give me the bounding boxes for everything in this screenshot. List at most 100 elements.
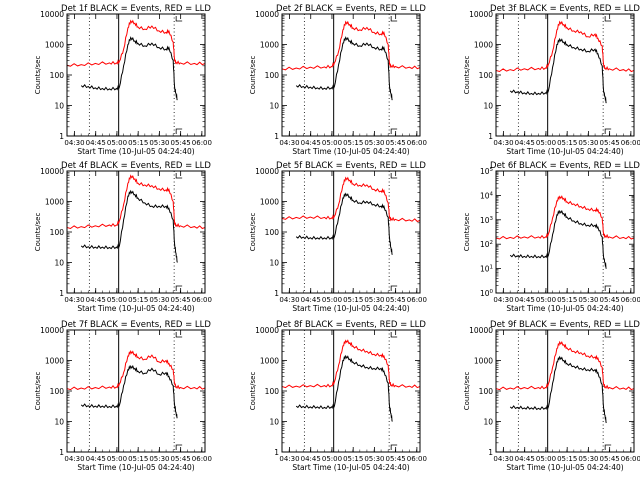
- y-tick-label: 1: [274, 289, 279, 298]
- x-tick-label: 05:30: [364, 139, 384, 147]
- y-tick-label: 100: [265, 387, 280, 396]
- y-tick-label: 10: [483, 418, 493, 427]
- y-tick-label: 100: [50, 71, 65, 80]
- x-tick-label: 05:15: [557, 455, 577, 463]
- x-axis-label: Start Time (10-Jul-05 04:24:40): [77, 147, 194, 156]
- y-tick-label: 1000: [474, 41, 493, 50]
- y-tick-label: 100: [479, 387, 494, 396]
- corner-marker: [604, 16, 612, 22]
- x-tick-label: 04:30: [279, 139, 299, 147]
- plot-frame: [281, 170, 421, 294]
- y-tick-label: 10: [269, 259, 279, 268]
- chart-panel-5: Det 5f BLACK = Events, RED = LLD 1 10 100 10…: [249, 161, 427, 313]
- x-tick-label: 04:45: [86, 455, 106, 463]
- series-lld-line: [496, 195, 634, 240]
- series-events-line: [509, 37, 607, 104]
- x-tick-label: 05:45: [600, 296, 620, 304]
- y-tick-label: 10: [269, 418, 279, 427]
- y-tick-label: 10: [269, 102, 279, 111]
- chart-title: Det 5f BLACK = Events, RED = LLD: [276, 161, 426, 171]
- y-tick-label: 100: [265, 228, 280, 237]
- plot-frame: [281, 329, 421, 453]
- x-tick-label: 04:30: [279, 455, 299, 463]
- x-tick-label: 04:45: [515, 455, 535, 463]
- chart-title: Det 1f BLACK = Events, RED = LLD: [61, 4, 211, 14]
- chart-panel-4: Det 4f BLACK = Events, RED = LLD 1 10 100 10…: [34, 161, 212, 313]
- x-tick-label: 04:45: [301, 139, 321, 147]
- x-tick-label: 05:15: [343, 296, 363, 304]
- x-tick-label: 04:30: [493, 455, 513, 463]
- x-axis-label: Start Time (10-Jul-05 04:24:40): [292, 304, 409, 313]
- x-tick-label: 04:45: [86, 296, 106, 304]
- y-tick-label: 10000: [469, 326, 493, 335]
- x-tick-label: 05:15: [128, 296, 148, 304]
- series-lld-line: [282, 20, 420, 71]
- chart-panel-7: Det 7f BLACK = Events, RED = LLD 1 10 100 10…: [34, 320, 212, 472]
- x-tick-label: 05:45: [386, 455, 406, 463]
- series-events-line: [509, 209, 607, 269]
- x-tick-label: 04:45: [301, 296, 321, 304]
- series-lld-line: [67, 19, 205, 67]
- plot-area: [496, 330, 634, 452]
- corner-marker: [175, 128, 183, 134]
- y-tick-label: 10000: [40, 167, 64, 176]
- y-tick-label: 1: [59, 289, 64, 298]
- y-tick-label: 1000: [474, 357, 493, 366]
- x-tick-label: 04:30: [64, 139, 84, 147]
- corner-marker: [604, 285, 612, 291]
- y-tick-label: 1: [59, 132, 64, 141]
- series-lld-line: [282, 339, 420, 389]
- y-tick-label: 100: [479, 71, 494, 80]
- series-lld-line: [496, 340, 634, 391]
- y-tick-label: 10000: [469, 10, 493, 19]
- y-tick-label: 1: [488, 448, 493, 457]
- x-tick-label: 04:45: [301, 455, 321, 463]
- series-lld-line: [496, 20, 634, 73]
- y-axis-label: Counts/sec: [463, 372, 471, 411]
- plot-area: [67, 171, 205, 293]
- y-tick-label: 10000: [255, 10, 279, 19]
- x-tick-label: 06:00: [621, 139, 640, 147]
- x-tick-label: 05:30: [149, 139, 169, 147]
- x-tick-label: 04:30: [64, 296, 84, 304]
- y-tick-label: 100: [50, 228, 65, 237]
- x-tick-label: 05:00: [536, 296, 556, 304]
- y-axis-label: Counts/sec: [34, 372, 42, 411]
- series-lld-line: [282, 176, 420, 223]
- x-tick-label: 06:00: [621, 455, 640, 463]
- chart-panel-8: Det 8f BLACK = Events, RED = LLD 1 10 100 10…: [249, 320, 427, 472]
- plot-area: [496, 14, 634, 136]
- x-tick-label: 05:00: [536, 139, 556, 147]
- y-axis-label: Counts/sec: [249, 372, 257, 411]
- y-tick-label: 102: [480, 240, 493, 249]
- plot-area: [282, 14, 420, 136]
- x-tick-label: 05:00: [107, 455, 127, 463]
- y-tick-label: 1000: [45, 357, 64, 366]
- x-axis-label: Start Time (10-Jul-05 04:24:40): [292, 463, 409, 472]
- x-tick-label: 05:45: [386, 139, 406, 147]
- x-tick-label: 05:15: [343, 455, 363, 463]
- corner-marker: [175, 444, 183, 450]
- chart-panel-6: Det 6f BLACK = Events, RED = LLD 100 101 10…: [463, 161, 640, 313]
- corner-marker: [175, 285, 183, 291]
- plot-frame: [495, 13, 635, 137]
- y-tick-label: 1: [59, 448, 64, 457]
- y-tick-label: 101: [480, 265, 493, 274]
- y-axis-label: Counts/sec: [249, 56, 257, 95]
- chart-title: Det 6f BLACK = Events, RED = LLD: [490, 161, 640, 171]
- plot-area: [282, 171, 420, 293]
- x-axis-label: Start Time (10-Jul-05 04:24:40): [77, 304, 194, 313]
- y-tick-label: 1000: [260, 41, 279, 50]
- x-tick-label: 04:30: [279, 296, 299, 304]
- series-events-line: [295, 36, 393, 101]
- plot-frame: [495, 329, 635, 453]
- y-tick-label: 10: [54, 102, 64, 111]
- y-axis-label: Counts/sec: [34, 213, 42, 252]
- x-tick-label: 05:30: [578, 455, 598, 463]
- y-tick-label: 10000: [255, 326, 279, 335]
- plot-area: [282, 330, 420, 452]
- chart-title: Det 4f BLACK = Events, RED = LLD: [61, 161, 211, 171]
- x-tick-label: 05:00: [107, 139, 127, 147]
- y-axis-label: Counts/sec: [463, 213, 471, 252]
- y-axis-label: Counts/sec: [463, 56, 471, 95]
